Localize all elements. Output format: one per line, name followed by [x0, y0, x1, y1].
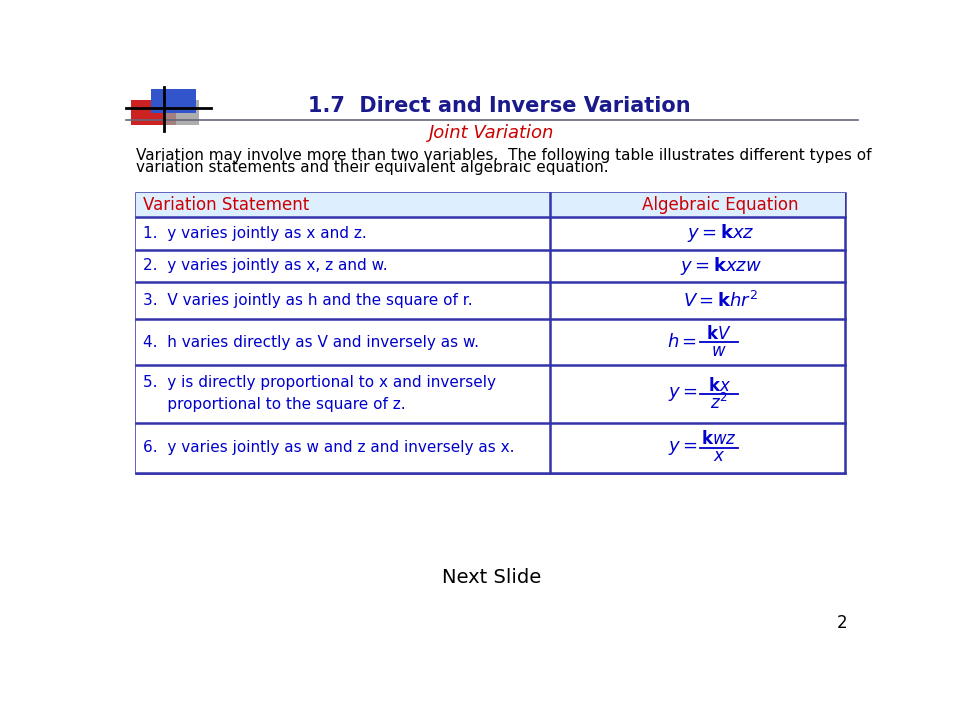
Text: $h =$: $h =$: [667, 333, 697, 351]
Text: 2: 2: [836, 613, 847, 631]
Text: 6.  y varies jointly as w and z and inversely as x.: 6. y varies jointly as w and z and inver…: [143, 441, 515, 456]
Bar: [135, 193, 845, 217]
Text: Algebraic Equation: Algebraic Equation: [642, 196, 799, 214]
Text: proportional to the square of z.: proportional to the square of z.: [143, 397, 406, 412]
Text: 4.  h varies directly as V and inversely as w.: 4. h varies directly as V and inversely …: [143, 335, 479, 349]
Text: Variation may involve more than two variables.  The following table illustrates : Variation may involve more than two vari…: [135, 148, 871, 163]
Text: $V = \mathbf{k}hr^2$: $V = \mathbf{k}hr^2$: [684, 290, 758, 310]
Text: $z^2$: $z^2$: [710, 392, 728, 413]
Text: 5.  y is directly proportional to x and inversely: 5. y is directly proportional to x and i…: [143, 375, 496, 390]
Text: $\mathbf{k}V$: $\mathbf{k}V$: [707, 325, 732, 343]
Text: Joint Variation: Joint Variation: [429, 124, 555, 142]
Bar: [136, 217, 844, 250]
Text: $y = \mathbf{k}xzw$: $y = \mathbf{k}xzw$: [680, 255, 761, 276]
Text: $w$: $w$: [711, 341, 727, 359]
Bar: [131, 100, 176, 125]
Text: 3.  V varies jointly as h and the square of r.: 3. V varies jointly as h and the square …: [143, 293, 473, 308]
Text: 2.  y varies jointly as x, z and w.: 2. y varies jointly as x, z and w.: [143, 258, 388, 274]
Bar: [136, 423, 844, 473]
Bar: [136, 282, 844, 319]
Bar: [136, 250, 844, 282]
Bar: [164, 100, 199, 125]
Text: 1.7  Direct and Inverse Variation: 1.7 Direct and Inverse Variation: [308, 96, 691, 117]
Text: $y =$: $y =$: [667, 385, 697, 403]
Bar: [136, 319, 844, 365]
Text: $y =$: $y =$: [667, 439, 697, 457]
Text: Next Slide: Next Slide: [443, 568, 541, 587]
Text: $\mathbf{k}wz$: $\mathbf{k}wz$: [701, 431, 737, 449]
Text: 1.  y varies jointly as x and z.: 1. y varies jointly as x and z.: [143, 226, 367, 241]
Text: Variation Statement: Variation Statement: [143, 196, 309, 214]
Bar: [151, 89, 196, 113]
Text: $x$: $x$: [713, 447, 726, 465]
Text: variation statements and their equivalent algebraic equation.: variation statements and their equivalen…: [135, 161, 608, 175]
Bar: [136, 365, 844, 423]
Text: $y = \mathbf{k}xz$: $y = \mathbf{k}xz$: [686, 222, 755, 245]
Text: $\mathbf{k}x$: $\mathbf{k}x$: [708, 377, 731, 395]
Bar: [135, 193, 845, 473]
